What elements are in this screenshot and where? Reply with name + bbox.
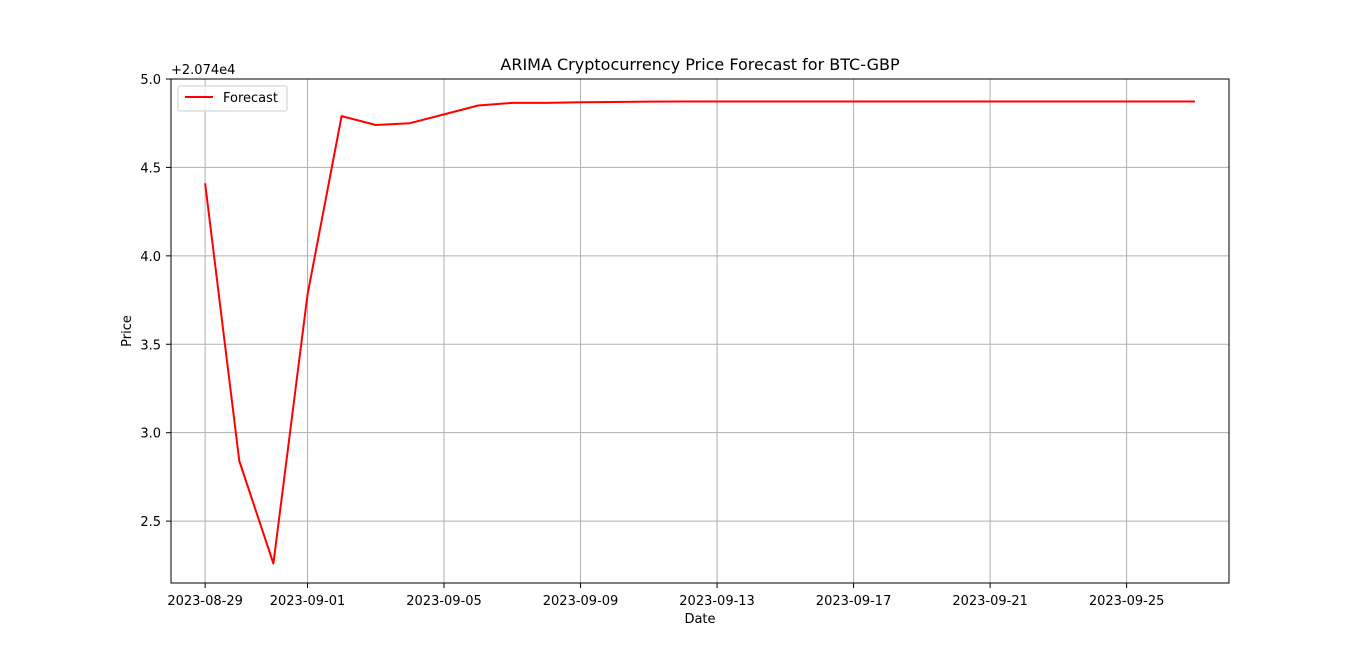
y-tick-label: 3.0: [140, 427, 161, 442]
x-tick-label: 2023-09-13: [679, 594, 755, 609]
y-tick-label: 5.0: [140, 73, 161, 88]
y-tick-label: 4.0: [140, 250, 161, 265]
legend: Forecast: [177, 85, 288, 112]
x-tick-label: 2023-08-29: [167, 594, 243, 609]
legend-label: Forecast: [223, 91, 278, 106]
plot-frame: [170, 78, 1230, 584]
y-offset-text: +2.074e4: [171, 63, 235, 78]
grid-lines: [171, 78, 1229, 583]
x-tick-label: 2023-09-17: [816, 594, 892, 609]
legend-box: [177, 85, 288, 112]
x-tick-label: 2023-09-21: [952, 594, 1028, 609]
x-tick-label: 2023-09-01: [270, 594, 346, 609]
y-axis-ticks: 2.5 3.0 3.5 4.0 4.5 5.0: [140, 73, 171, 530]
x-tick-label: 2023-09-25: [1089, 594, 1165, 609]
x-axis-ticks: 2023-08-29 2023-09-01 2023-09-05 2023-09-09…: [167, 583, 1164, 609]
x-axis-label: Date: [684, 612, 715, 627]
y-tick-label: 4.5: [140, 161, 161, 176]
chart-title: ARIMA Cryptocurrency Price Forecast for …: [500, 55, 900, 74]
y-tick-label: 2.5: [140, 515, 161, 530]
x-tick-label: 2023-09-09: [543, 594, 619, 609]
series-line-forecast: [204, 100, 1195, 565]
x-tick-label: 2023-09-05: [406, 594, 482, 609]
series-lines: [204, 100, 1195, 565]
y-axis-label: Price: [120, 315, 135, 347]
y-tick-label: 3.5: [140, 338, 161, 353]
